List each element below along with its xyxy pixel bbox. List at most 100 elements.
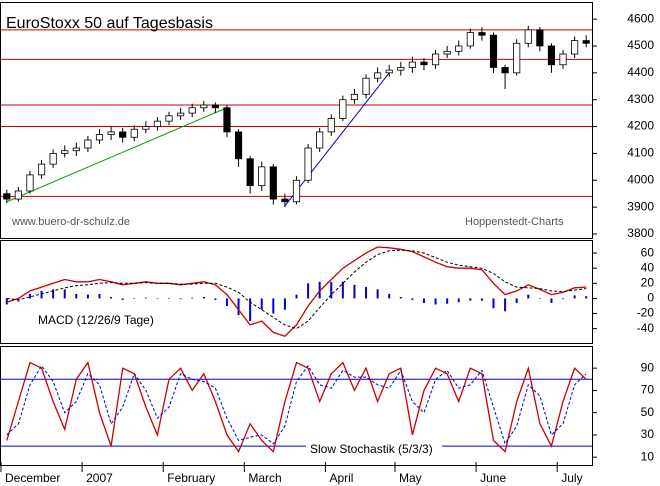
candle-body <box>177 112 185 117</box>
histogram-bar <box>515 298 518 303</box>
histogram-bar <box>52 289 55 299</box>
candle-body <box>119 131 127 138</box>
source-note: www.buero-dr-schulz.de <box>11 216 130 228</box>
histogram-bar <box>353 284 356 299</box>
candle-body <box>547 45 556 66</box>
histogram-bar <box>492 298 495 309</box>
y-tick-label: -20 <box>637 306 655 320</box>
histogram-bar <box>63 289 66 299</box>
series-line <box>6 246 587 337</box>
histogram-bar <box>434 298 437 305</box>
y-tick-label: 4000 <box>627 172 654 186</box>
histogram-bar <box>133 298 136 299</box>
x-tick-label: July <box>561 471 582 485</box>
y-tick-label: 3900 <box>627 199 654 213</box>
marks: December 2007 February March April May June Jul… <box>0 11 655 485</box>
trend-line <box>6 107 228 203</box>
y-tick-label: 4500 <box>627 38 654 52</box>
histogram-bar <box>527 294 530 299</box>
candle-body <box>246 158 254 187</box>
histogram-bar <box>144 297 147 299</box>
histogram-bar <box>330 281 333 299</box>
y-tick-label: 20 <box>641 275 655 289</box>
histogram-bar <box>538 298 541 299</box>
candle-body <box>281 198 289 203</box>
histogram-bar <box>573 295 576 299</box>
candle-body <box>374 72 382 79</box>
histogram-bar <box>98 293 101 299</box>
candle-body <box>571 40 579 55</box>
series-line <box>6 365 587 445</box>
source-note: Hoppenstedt-Charts <box>465 216 564 228</box>
histogram-bar <box>225 298 228 306</box>
candle-body <box>362 77 370 95</box>
y-tick-label: 0 <box>647 291 654 305</box>
y-tick-label: 50 <box>641 405 655 419</box>
candle-body <box>14 190 22 200</box>
histogram-bar <box>156 298 159 299</box>
y-tick-label: 40 <box>641 260 655 274</box>
candle-body <box>582 40 590 44</box>
candle-body <box>327 118 335 133</box>
series-line <box>6 361 587 453</box>
candle-body <box>489 34 498 68</box>
histogram-bar <box>480 298 483 301</box>
histogram-bar <box>411 298 414 300</box>
histogram-bar <box>295 294 298 299</box>
histogram-bar <box>28 293 31 299</box>
candle-body <box>188 107 196 114</box>
histogram-bar <box>307 283 310 299</box>
candle-body <box>258 166 266 187</box>
y-tick-label: 4300 <box>627 92 654 106</box>
histogram-bar <box>86 294 89 299</box>
x-tick-label: December <box>5 471 60 485</box>
candle-body <box>304 147 312 181</box>
y-tick-label: 70 <box>641 383 655 397</box>
candle-body <box>3 193 11 200</box>
candle-body <box>26 174 34 192</box>
y-tick-label: 4400 <box>627 65 654 79</box>
candle-body <box>200 104 208 109</box>
histogram-bar <box>75 293 78 299</box>
macd-panel <box>0 240 593 344</box>
candle-body <box>385 69 393 74</box>
y-tick-label: -40 <box>637 321 655 335</box>
x-tick-label: February <box>167 471 215 485</box>
candle-body <box>49 152 57 165</box>
histogram-bar <box>214 298 217 300</box>
x-tick-label: June <box>480 471 506 485</box>
histogram-bar <box>365 287 368 299</box>
histogram-bar <box>585 296 588 299</box>
candle-body <box>478 32 486 36</box>
candle-body <box>223 107 231 133</box>
histogram-bar <box>341 281 344 299</box>
histogram-bar <box>110 296 113 299</box>
stochastic-panel <box>0 346 593 466</box>
histogram-bar <box>550 298 553 303</box>
series-line <box>6 249 587 330</box>
candle-body <box>84 139 92 149</box>
x-tick-label: 2007 <box>86 471 113 485</box>
panel-label: MACD (12/26/9 Tage) <box>38 313 154 327</box>
candle-body <box>536 29 544 47</box>
candle-body <box>211 104 219 109</box>
candle-body <box>61 150 69 154</box>
y-tick-label: 4600 <box>627 11 654 25</box>
candle-body <box>153 120 162 127</box>
histogram-bar <box>121 298 124 300</box>
price-panel <box>0 2 593 239</box>
candle-body <box>72 147 80 152</box>
candle-body <box>350 93 359 101</box>
candle-body <box>466 32 474 47</box>
y-tick-label: 4200 <box>627 119 654 133</box>
y-tick-label: 3800 <box>627 226 654 240</box>
candle-body <box>455 45 463 52</box>
y-tick-label: 4100 <box>627 146 654 160</box>
candle-body <box>408 61 416 68</box>
y-tick-label: 10 <box>641 449 655 463</box>
candle-body <box>234 131 243 160</box>
histogram-bar <box>191 297 194 299</box>
histogram-bar <box>376 289 379 299</box>
